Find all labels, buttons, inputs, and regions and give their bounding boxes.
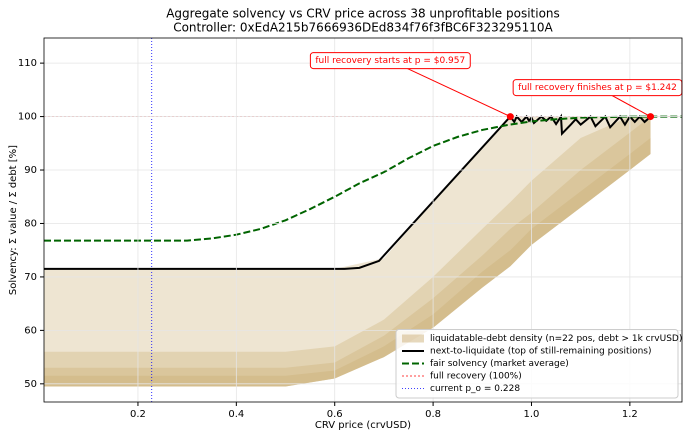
- y-axis-label: Solvency: Σ value / Σ debt [%]: [8, 145, 19, 295]
- legend-box: [395, 329, 679, 399]
- annotation-point: [506, 113, 514, 121]
- plot-frame: [43, 37, 683, 403]
- annotation-text: full recovery starts at p = $0.957: [315, 56, 465, 66]
- y-tick-label: 80: [24, 218, 37, 229]
- annotation-point: [647, 113, 655, 121]
- y-tick-label: 60: [24, 325, 37, 336]
- density-band: [44, 116, 651, 387]
- legend-label: liquidatable-debt density (n=22 pos, deb…: [430, 334, 682, 344]
- legend-label: next-to-liquidate (top of still-remainin…: [430, 347, 651, 357]
- x-tick-label: 0.2: [130, 409, 146, 420]
- annotation-text: full recovery finishes at p = $1.242: [518, 83, 677, 93]
- annotation-arrow: [390, 60, 511, 118]
- y-tick-label: 70: [24, 272, 37, 283]
- legend-label: current p_o = 0.228: [430, 384, 520, 394]
- x-tick-label: 0.6: [327, 409, 343, 420]
- legend-label: full recovery (100%): [430, 372, 522, 382]
- y-tick-label: 100: [18, 112, 37, 123]
- y-tick-label: 90: [24, 165, 37, 176]
- plot: [44, 38, 682, 402]
- chart-subtitle: Controller: 0xEdA215b7666936DEd834f76f3f…: [173, 21, 553, 35]
- density-band: [44, 116, 651, 387]
- x-tick-label: 0.4: [228, 409, 244, 420]
- x-axis-label: CRV price (crvUSD): [315, 420, 411, 431]
- chart-title: Aggregate solvency vs CRV price across 3…: [166, 7, 560, 21]
- legend-swatch: [402, 334, 424, 343]
- x-tick-label: 1.0: [524, 409, 540, 420]
- x-tick-label: 0.8: [425, 409, 441, 420]
- legend-label: fair solvency (market average): [430, 359, 569, 369]
- y-tick-label: 50: [24, 379, 37, 390]
- x-tick-label: 1.2: [622, 409, 638, 420]
- annotation-box: [309, 52, 471, 70]
- series-line: [44, 113, 652, 270]
- series-line: [44, 115, 682, 242]
- y-tick-label: 110: [18, 58, 37, 69]
